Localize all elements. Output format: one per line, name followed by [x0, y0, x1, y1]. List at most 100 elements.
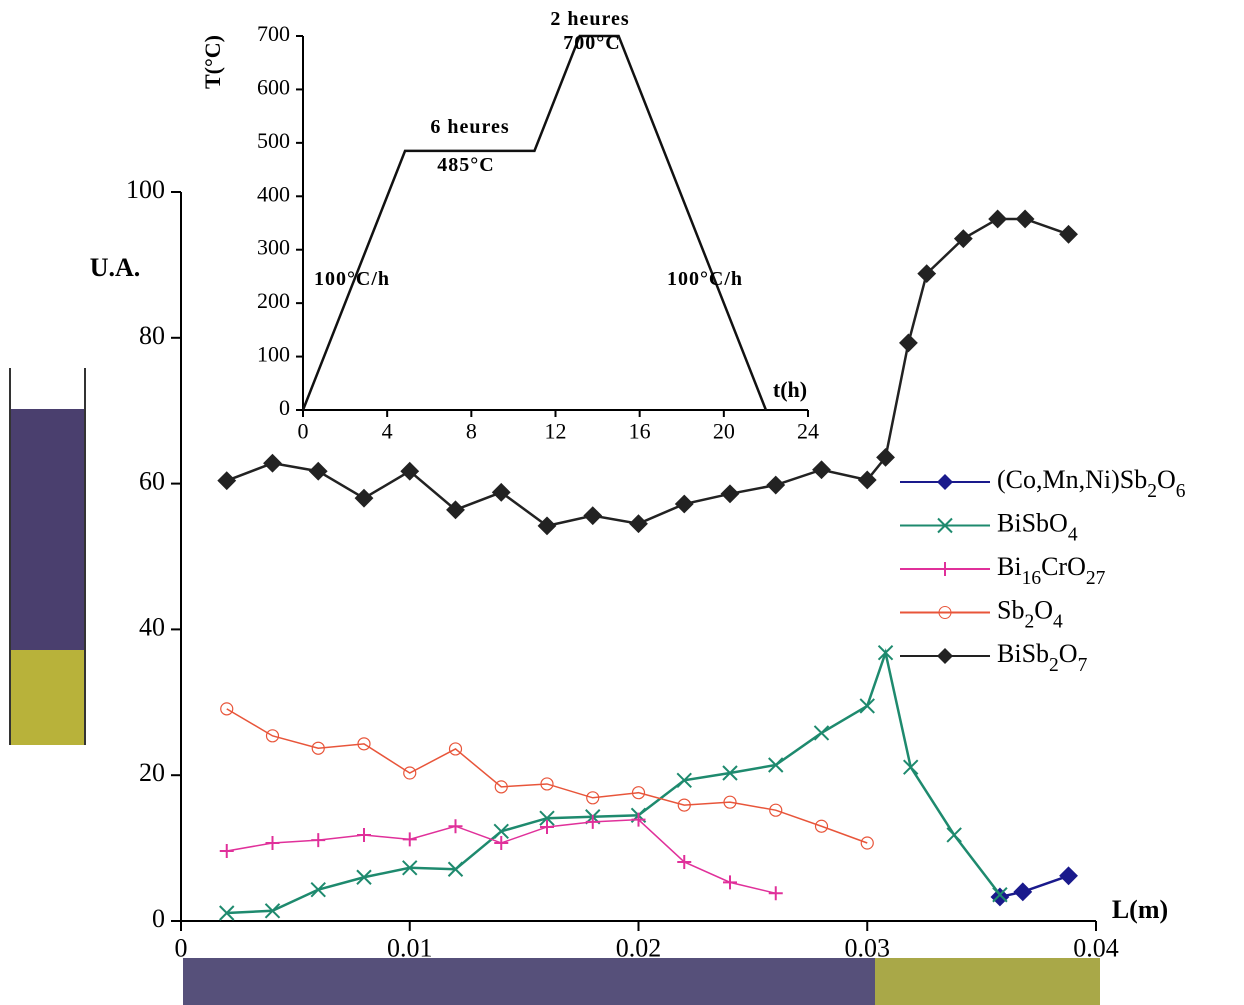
x-tick-label: 0.01	[387, 933, 433, 962]
data-point	[265, 835, 280, 850]
data-point	[769, 803, 783, 817]
data-point	[357, 737, 371, 751]
data-point	[311, 741, 325, 755]
legend-label: BiSbO4	[997, 508, 1078, 545]
data-point	[446, 500, 465, 520]
data-point	[356, 869, 372, 885]
data-point	[768, 886, 783, 901]
data-point	[583, 506, 603, 526]
data-point	[308, 461, 328, 481]
data-point	[766, 475, 786, 495]
data-point	[1013, 882, 1033, 902]
y-tick-label: 400	[257, 181, 290, 206]
series-line	[301, 34, 768, 411]
y-tick-label: 80	[139, 321, 165, 350]
annotation: 100°C/h	[314, 268, 390, 290]
y-tick-label: 0	[279, 395, 290, 420]
data-point	[263, 453, 282, 473]
x-axis-label: t(h)	[773, 377, 807, 402]
data-point	[402, 832, 417, 847]
x-tick-label: 0.03	[845, 933, 891, 962]
data-point	[629, 514, 648, 534]
data-point	[903, 759, 919, 775]
data-point	[402, 860, 418, 876]
y-tick-label: 300	[257, 235, 290, 260]
data-point	[768, 757, 784, 773]
data-point	[631, 812, 646, 827]
y-tick-label: 0	[152, 904, 165, 933]
annotation: 2 heures	[550, 8, 629, 30]
data-point	[859, 698, 875, 714]
x-tick-label: 0	[298, 419, 309, 444]
data-point	[493, 823, 509, 840]
y-tick-label: 600	[257, 74, 290, 99]
data-point	[354, 488, 374, 508]
data-point	[310, 881, 326, 898]
data-point	[860, 836, 874, 850]
annotation: 485°C	[437, 154, 494, 176]
data-point	[677, 798, 691, 812]
y-tick-label: 200	[257, 288, 290, 313]
data-point	[217, 471, 237, 491]
data-point	[723, 795, 737, 809]
legend-label: (Co,Mn,Ni)Sb2O6	[997, 465, 1186, 502]
data-point	[586, 791, 600, 805]
data-point	[400, 461, 420, 481]
legend-marker	[937, 474, 953, 490]
sample-yellow	[11, 650, 84, 745]
data-point	[357, 827, 371, 842]
data-point	[537, 516, 557, 536]
legend-label: Sb2O4	[997, 595, 1063, 632]
data-point	[946, 827, 962, 843]
data-point	[448, 742, 463, 756]
data-point	[264, 903, 281, 919]
legend-marker	[938, 606, 952, 619]
data-point	[917, 264, 937, 284]
x-tick-label: 24	[797, 419, 819, 444]
legend-marker	[938, 562, 952, 576]
data-point	[857, 470, 877, 490]
data-point	[676, 772, 692, 789]
data-point	[1059, 224, 1078, 244]
data-point	[723, 875, 737, 890]
legend-label: Bi16CrO27	[997, 552, 1106, 589]
data-point	[494, 835, 509, 850]
y-tick-label: 700	[257, 21, 290, 46]
y-tick-label: 100	[126, 175, 165, 204]
series-line	[226, 648, 1001, 915]
y-tick-label: 100	[257, 342, 290, 367]
data-point	[813, 725, 830, 741]
annotation: 700°C	[563, 32, 620, 54]
data-point	[220, 702, 234, 716]
data-point	[953, 229, 973, 249]
annotation: 6 heures	[430, 116, 509, 138]
data-point	[814, 819, 829, 833]
series-line	[226, 708, 868, 844]
x-tick-label: 0.02	[616, 933, 662, 962]
y-tick-label: 40	[139, 612, 165, 641]
sample-purple	[11, 409, 84, 650]
annotation: 100°C/h	[667, 268, 743, 290]
data-point	[877, 645, 894, 661]
sample-strip-yellow	[875, 958, 1100, 1005]
data-point	[447, 861, 464, 877]
data-point	[539, 810, 555, 826]
legend-label: BiSb2O7	[997, 639, 1088, 676]
data-point	[219, 844, 234, 859]
data-point	[988, 209, 1008, 229]
x-tick-label: 4	[382, 419, 393, 444]
data-point	[631, 786, 646, 800]
x-tick-label: 0	[175, 933, 188, 962]
sample-strip-purple	[183, 958, 875, 1005]
data-point	[540, 819, 554, 834]
data-point	[722, 765, 738, 781]
x-tick-label: 16	[629, 419, 651, 444]
y-tick-label: 20	[139, 758, 165, 787]
legend-marker	[937, 517, 953, 534]
x-tick-label: 12	[545, 419, 567, 444]
data-point	[674, 494, 694, 514]
y-axis-label: T(°C)	[200, 35, 225, 89]
x-tick-label: 8	[466, 419, 477, 444]
data-point	[448, 819, 463, 834]
